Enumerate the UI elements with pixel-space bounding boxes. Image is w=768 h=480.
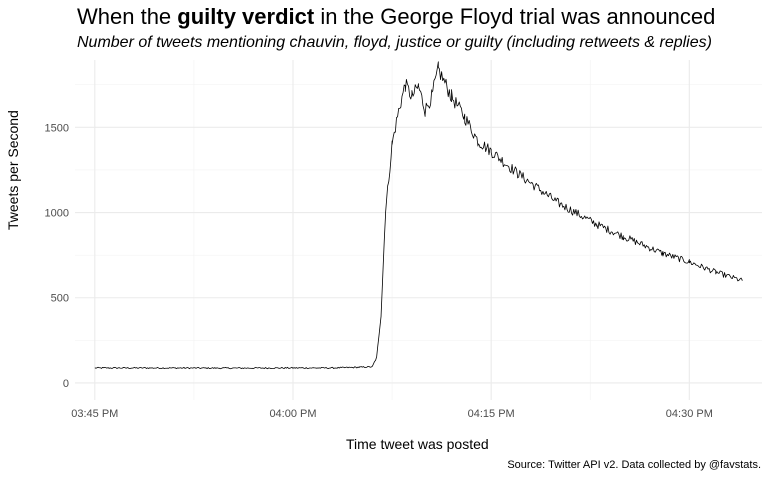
chart-caption: Source: Twitter API v2. Data collected b…	[507, 459, 761, 471]
x-axis-label: Time tweet was posted	[346, 436, 489, 452]
y-tick-label: 1000	[45, 208, 69, 220]
y-tick-labels: 0 500 1000 1500	[45, 122, 69, 390]
chart-title: When the guilty verdict in the George Fl…	[77, 4, 716, 29]
chart-subtitle: Number of tweets mentioning chauvin, flo…	[77, 34, 712, 51]
x-tick-labels: 03:45 PM 04:00 PM 04:15 PM 04:30 PM	[71, 408, 713, 420]
y-axis-label: Tweets per Second	[5, 110, 21, 230]
minor-gridlines	[75, 60, 762, 400]
x-tick-label: 04:30 PM	[666, 408, 713, 420]
series-layer	[94, 61, 743, 370]
y-tick-label: 500	[51, 293, 69, 305]
x-tick-label: 04:15 PM	[468, 408, 515, 420]
major-gridlines	[75, 60, 762, 400]
x-tick-label: 04:00 PM	[269, 408, 316, 420]
chart-title-emphasis: guilty verdict	[177, 4, 315, 29]
series-line-0	[94, 61, 743, 370]
y-tick-label: 1500	[45, 122, 69, 134]
y-tick-label: 0	[63, 378, 69, 390]
x-tick-label: 03:45 PM	[71, 408, 118, 420]
